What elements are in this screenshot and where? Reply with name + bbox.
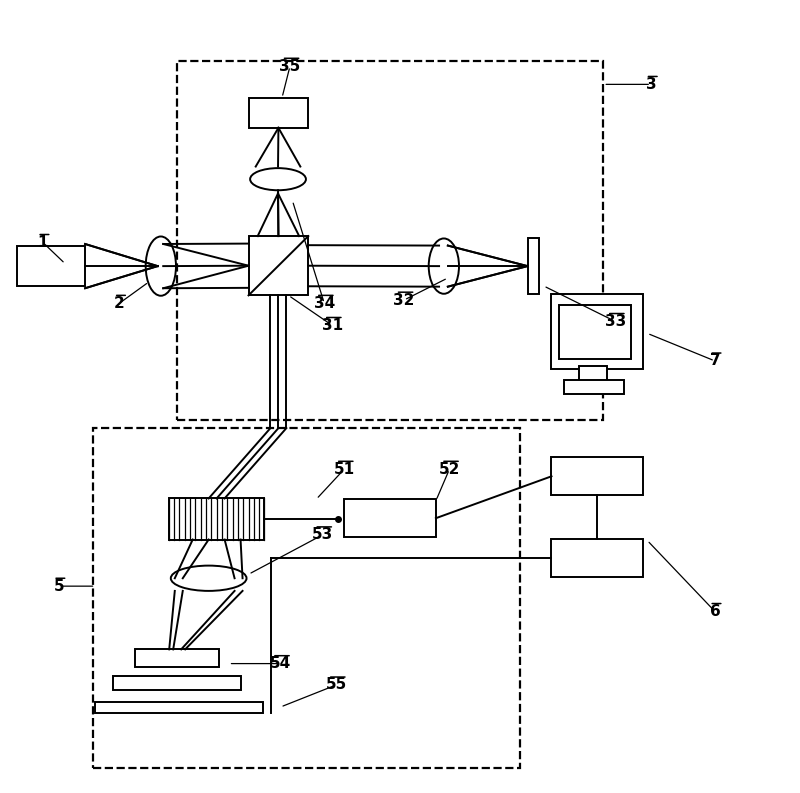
Bar [169,499,265,539]
Ellipse shape [170,565,246,591]
Text: 31: 31 [322,318,342,333]
Text: 54: 54 [270,656,291,671]
Text: 34: 34 [314,296,335,311]
Bar [249,98,308,128]
Ellipse shape [146,236,176,296]
Bar [135,649,219,667]
Bar [177,60,603,420]
Bar [18,247,85,285]
Text: 32: 32 [394,293,414,308]
Text: 1: 1 [38,235,48,250]
Text: 35: 35 [279,59,301,74]
Bar [113,676,241,691]
Text: 2: 2 [114,296,125,311]
Bar [551,458,643,496]
Text: 3: 3 [646,77,657,92]
Bar [249,236,308,295]
Bar [551,538,643,577]
Text: 52: 52 [438,462,460,477]
Text: 55: 55 [326,677,347,692]
Bar [564,380,624,394]
Ellipse shape [250,168,306,190]
Ellipse shape [429,239,459,293]
Text: 33: 33 [605,314,626,329]
Bar [93,428,519,768]
Bar [95,702,263,713]
Bar [344,500,436,537]
Text: 7: 7 [710,354,720,369]
Text: 51: 51 [334,462,354,477]
Bar [559,305,631,358]
Text: 53: 53 [312,527,334,542]
Text: 5: 5 [54,579,64,594]
Text: 6: 6 [710,604,720,619]
Bar [527,239,538,293]
Bar [579,366,607,381]
Bar [551,293,643,369]
